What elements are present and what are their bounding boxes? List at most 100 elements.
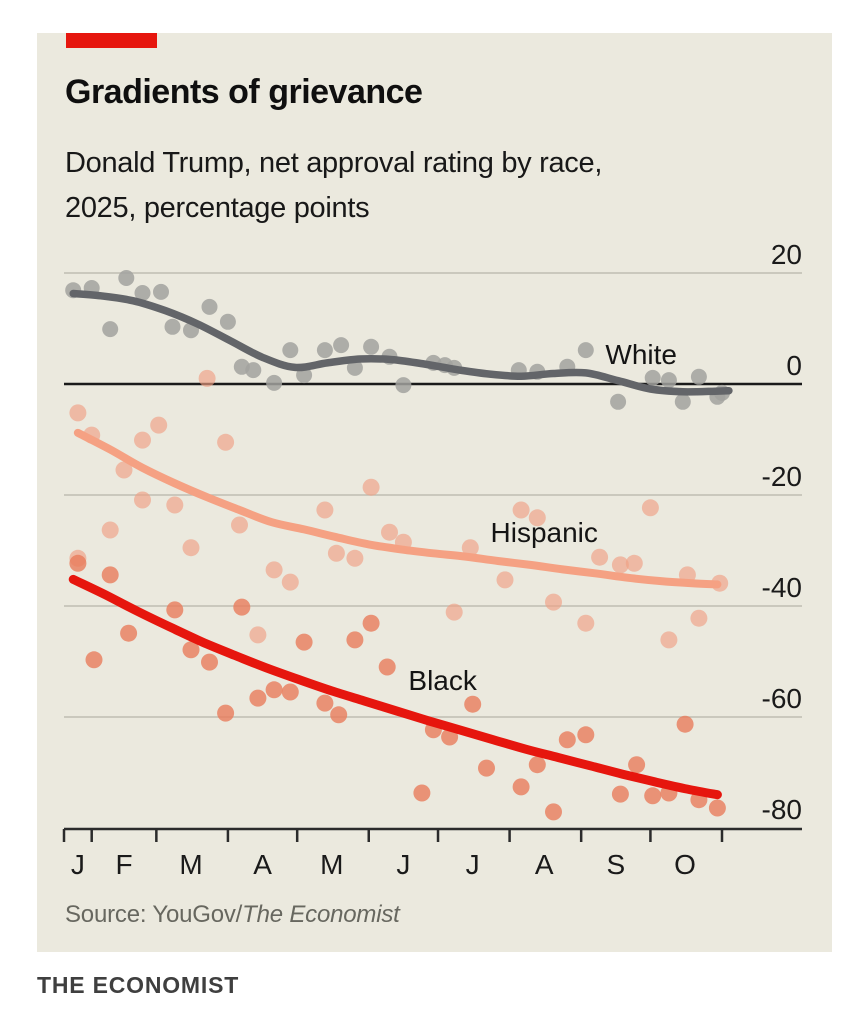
scatter-point-hispanic — [217, 433, 235, 451]
subtitle-line-1: Donald Trump, net approval rating by rac… — [65, 147, 603, 179]
scatter-point-black — [182, 641, 200, 659]
scatter-point-white — [674, 393, 691, 410]
scatter-point-black — [120, 624, 138, 642]
scatter-point-hispanic — [641, 499, 659, 517]
series-label-black: Black — [408, 665, 477, 696]
scatter-point-hispanic — [150, 416, 168, 434]
x-axis-month-label: F — [115, 849, 132, 880]
scatter-point-white — [333, 337, 350, 354]
scatter-point-white — [316, 342, 333, 359]
scatter-point-hispanic — [265, 561, 283, 579]
x-axis-month-label: S — [606, 849, 625, 880]
scatter-point-hispanic — [591, 548, 609, 566]
scatter-point-black — [233, 598, 251, 616]
scatter-point-white — [610, 393, 627, 410]
series-label-white: White — [605, 339, 677, 370]
series-label-hispanic: Hispanic — [491, 517, 598, 548]
scatter-point-black — [676, 715, 694, 733]
scatter-point-black — [558, 731, 576, 749]
scatter-point-white — [245, 362, 262, 379]
scatter-point-hispanic — [115, 461, 133, 479]
scatter-point-black — [217, 704, 235, 722]
scatter-point-black — [478, 759, 495, 777]
scatter-point-black — [611, 785, 629, 803]
scatter-point-black — [101, 566, 119, 584]
scatter-point-hispanic — [198, 369, 216, 387]
scatter-point-hispanic — [281, 573, 299, 591]
x-axis-month-label: J — [396, 849, 410, 880]
publication-brand: THE ECONOMIST — [37, 972, 240, 998]
x-axis-month-label: O — [674, 849, 696, 880]
scatter-point-black — [281, 683, 299, 701]
chart-subtitle: Donald Trump, net approval rating by rac… — [65, 141, 765, 231]
scatter-point-white — [282, 342, 299, 359]
x-axis-month-label: M — [320, 849, 343, 880]
scatter-point-white — [660, 372, 677, 389]
source-publication: The Economist — [242, 901, 400, 928]
y-axis-label--80: -80 — [762, 794, 802, 825]
scatter-point-black — [265, 681, 283, 699]
scatter-point-black — [464, 695, 482, 713]
subtitle-line-2: 2025, percentage points — [65, 192, 370, 224]
scatter-point-black — [378, 658, 396, 676]
scatter-point-hispanic — [69, 404, 87, 422]
scatter-point-black — [512, 778, 530, 796]
x-axis-month-label: M — [179, 849, 202, 880]
chart-title: Gradients of grievance — [65, 73, 423, 111]
scatter-point-hispanic — [362, 478, 380, 496]
x-axis-month-label: A — [253, 849, 272, 880]
scatter-point-hispanic — [577, 614, 595, 632]
scatter-point-hispanic — [381, 523, 398, 541]
scatter-point-white — [346, 359, 363, 376]
scatter-point-white — [395, 377, 412, 394]
scatter-point-hispanic — [611, 556, 629, 574]
trend-line-hispanic — [73, 428, 722, 589]
scatter-point-hispanic — [512, 501, 530, 519]
scatter-point-hispanic — [231, 516, 248, 534]
scatter-point-white — [577, 342, 594, 359]
scatter-point-hispanic — [134, 431, 151, 449]
scatter-point-white — [690, 368, 707, 385]
scatter-point-black — [545, 803, 562, 821]
scatter-point-black — [249, 689, 267, 707]
scatter-point-black — [528, 756, 546, 774]
scatter-point-black — [413, 784, 431, 802]
trend-line-white — [69, 289, 733, 396]
scatter-point-hispanic — [101, 521, 119, 539]
y-axis-label--20: -20 — [762, 461, 802, 492]
scatter-point-black — [69, 554, 87, 572]
scatter-point-hispanic — [690, 609, 708, 627]
scatter-point-hispanic — [496, 571, 514, 589]
x-axis-month-label: A — [535, 849, 554, 880]
scatter-point-hispanic — [625, 554, 643, 572]
scatter-point-black — [316, 694, 334, 712]
scatter-point-hispanic — [445, 603, 463, 621]
scatter-point-white — [644, 369, 661, 386]
scatter-point-black — [628, 756, 646, 774]
scatter-point-hispanic — [346, 549, 364, 567]
trend-line-black — [68, 574, 722, 800]
x-axis-month-label: J — [71, 849, 85, 880]
scatter-point-black — [295, 633, 313, 651]
scatter-point-black — [708, 799, 726, 817]
scatter-point-white — [164, 318, 181, 335]
scatter-point-hispanic — [249, 626, 267, 644]
scatter-point-white — [134, 285, 151, 301]
scatter-point-white — [102, 321, 119, 338]
chart-svg: J F M A M J J A S O200-20-40-60-80WhiteHispanicBl… — [62, 239, 802, 880]
y-axis-label--60: -60 — [762, 683, 802, 714]
scatter-point-black — [85, 651, 103, 669]
x-axis-month-label: J — [466, 849, 480, 880]
scatter-point-white — [219, 313, 236, 330]
y-axis-label-20: 20 — [771, 239, 802, 270]
scatter-point-hispanic — [316, 501, 334, 519]
scatter-point-white — [363, 338, 380, 355]
source-prefix: Source: YouGov/ — [65, 901, 243, 928]
scatter-point-hispanic — [327, 544, 345, 562]
chart-card: Gradients of grievance Donald Trump, net… — [37, 33, 832, 952]
scatter-point-hispanic — [660, 631, 678, 649]
scatter-point-black — [362, 614, 380, 632]
scatter-point-black — [201, 653, 218, 671]
scatter-point-black — [166, 601, 184, 619]
